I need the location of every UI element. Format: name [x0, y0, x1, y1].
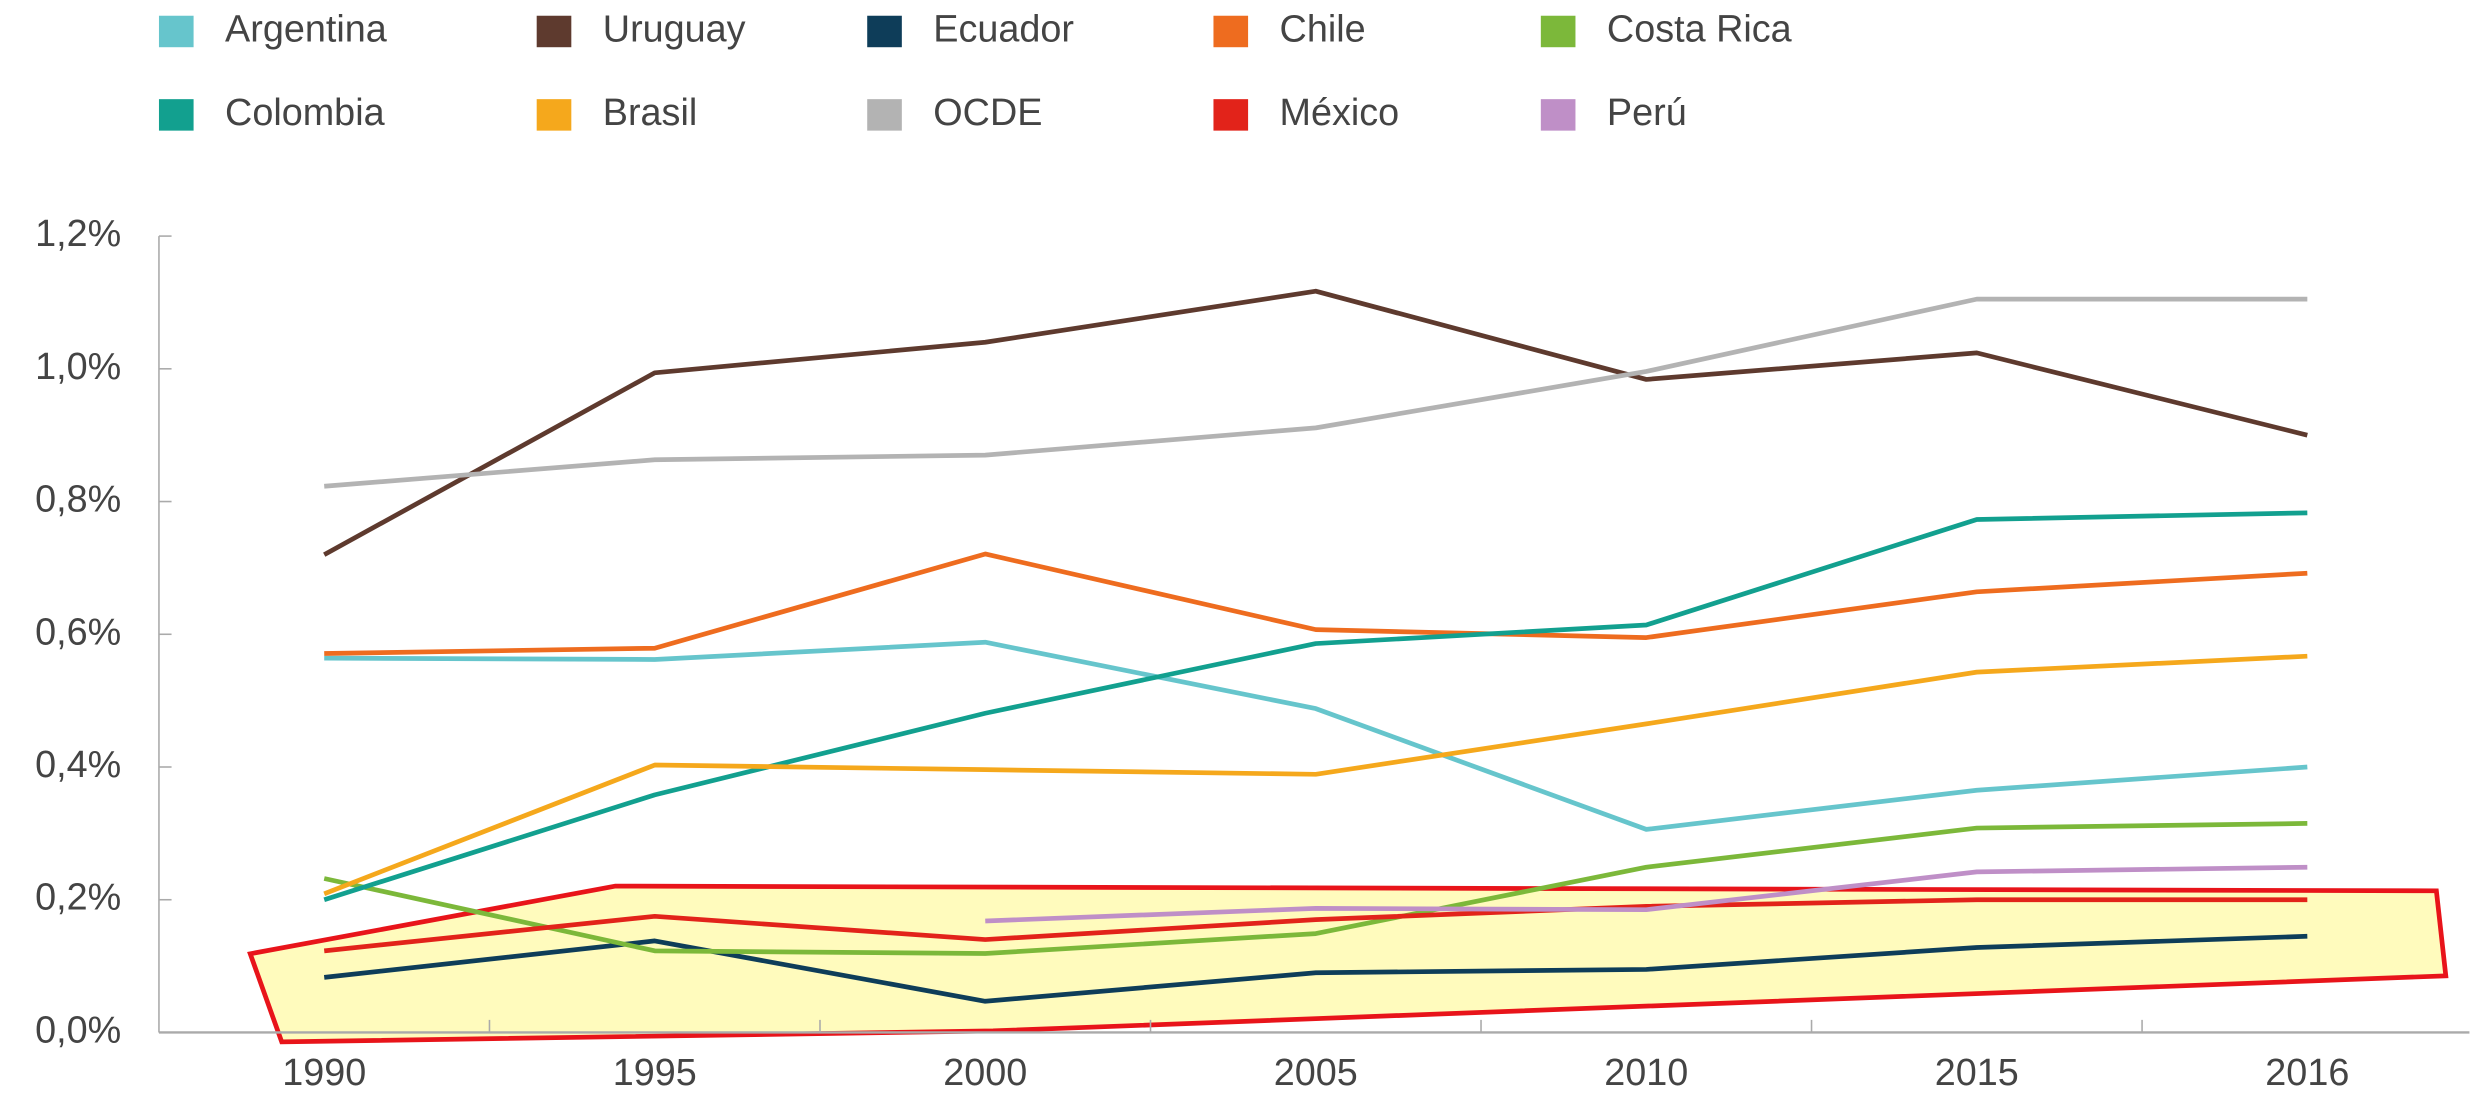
legend-swatch [536, 99, 572, 131]
series-line [323, 897, 2308, 954]
legend-swatch [867, 99, 902, 131]
x-tick-label: 2010 [1604, 1052, 1688, 1094]
y-tick-label: 0,4% [35, 744, 121, 786]
legend-swatch [1540, 99, 1576, 131]
legend-label: México [1280, 92, 1400, 134]
legend-swatch [1213, 15, 1249, 48]
series-line [323, 653, 2308, 896]
series-line [324, 639, 2308, 832]
legend-swatch [158, 15, 194, 48]
legend-label: Perú [1607, 92, 1687, 134]
legend-swatch [536, 15, 572, 48]
legend-label: Costa Rica [1607, 8, 1792, 50]
y-tick-label: 0,2% [35, 877, 121, 919]
x-tick-label: 2015 [1935, 1052, 2019, 1094]
series-line [323, 288, 2308, 557]
plot [323, 288, 2308, 1004]
series-line [323, 510, 2308, 902]
x-tick-label: 1995 [613, 1052, 697, 1094]
legend-label: Brasil [603, 92, 697, 134]
y-tick-label: 0,6% [35, 611, 121, 653]
legend-label: Chile [1280, 8, 1366, 50]
x-tick-label: 2005 [1274, 1052, 1358, 1094]
series-line [985, 864, 2308, 924]
legend-swatch [1540, 15, 1576, 48]
legend-label: Colombia [225, 92, 385, 134]
series-line [324, 296, 2308, 489]
x-tick-label: 2000 [943, 1052, 1027, 1094]
legend-label: Argentina [225, 8, 387, 50]
y-tick-label: 1,0% [35, 346, 121, 388]
x-tick-label: 2016 [2265, 1052, 2349, 1094]
series-line [323, 933, 2308, 1004]
legend-swatch [867, 15, 902, 48]
y-tick-label: 1,2% [35, 213, 121, 255]
y-tick-label: 0,8% [35, 479, 121, 521]
x-tick-label: 1990 [282, 1052, 366, 1094]
legend-label: OCDE [933, 92, 1042, 134]
series-line [324, 551, 2308, 656]
legend-label: Ecuador [933, 8, 1074, 50]
legend-swatch [1213, 99, 1249, 131]
y-tick-label: 0,0% [35, 1009, 121, 1051]
legend-swatch [158, 99, 194, 131]
series-line [323, 821, 2308, 956]
legend-label: Uruguay [603, 8, 746, 50]
